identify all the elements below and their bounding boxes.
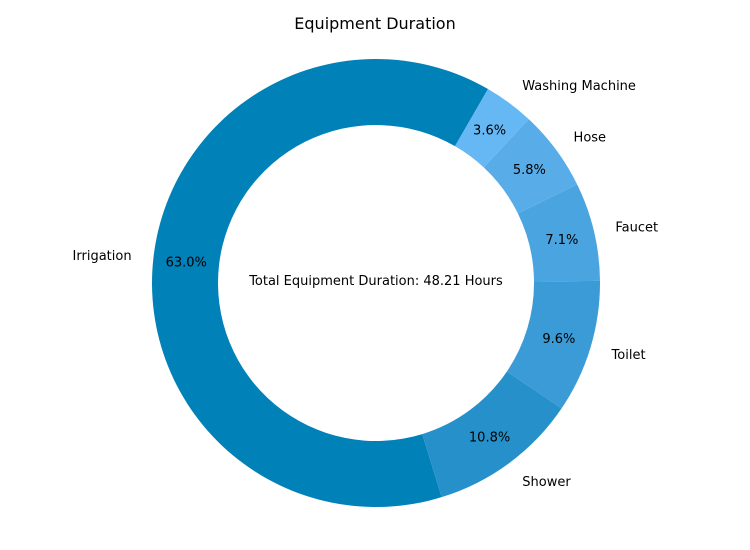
slice-washing-machine [455,89,529,168]
slice-shower [422,371,562,498]
pct-label-washing-machine: 3.6% [473,123,506,138]
pct-label-toilet: 9.6% [542,332,575,347]
slice-toilet [506,280,601,409]
slice-irrigation [152,59,488,508]
category-label-irrigation: Irrigation [73,249,132,264]
category-label-toilet: Toilet [611,348,646,363]
pct-label-shower: 10.8% [469,431,510,446]
slice-labels: 63.0% Irrigation 10.8% Shower 9.6% Toilet 7.1%… [73,79,659,490]
slice-hose [483,119,578,214]
donut-slices [152,59,601,508]
category-label-washing-machine: Washing Machine [522,79,636,94]
center-total-text: Total Equipment Duration: 48.21 Hours [248,274,503,289]
category-label-hose: Hose [574,130,607,145]
chart-title: Equipment Duration [294,14,455,33]
pct-label-irrigation: 63.0% [166,255,207,270]
pct-label-hose: 5.8% [513,163,546,178]
slice-faucet [517,184,600,282]
category-label-faucet: Faucet [615,220,658,235]
category-label-shower: Shower [522,475,571,490]
pct-label-faucet: 7.1% [545,233,578,248]
